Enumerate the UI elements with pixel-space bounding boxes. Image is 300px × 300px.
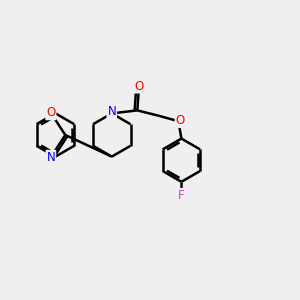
Text: N: N (107, 105, 116, 119)
Text: F: F (178, 189, 185, 202)
Text: N: N (46, 151, 55, 164)
Text: O: O (46, 106, 56, 119)
Text: O: O (134, 80, 143, 93)
Text: O: O (176, 114, 185, 127)
